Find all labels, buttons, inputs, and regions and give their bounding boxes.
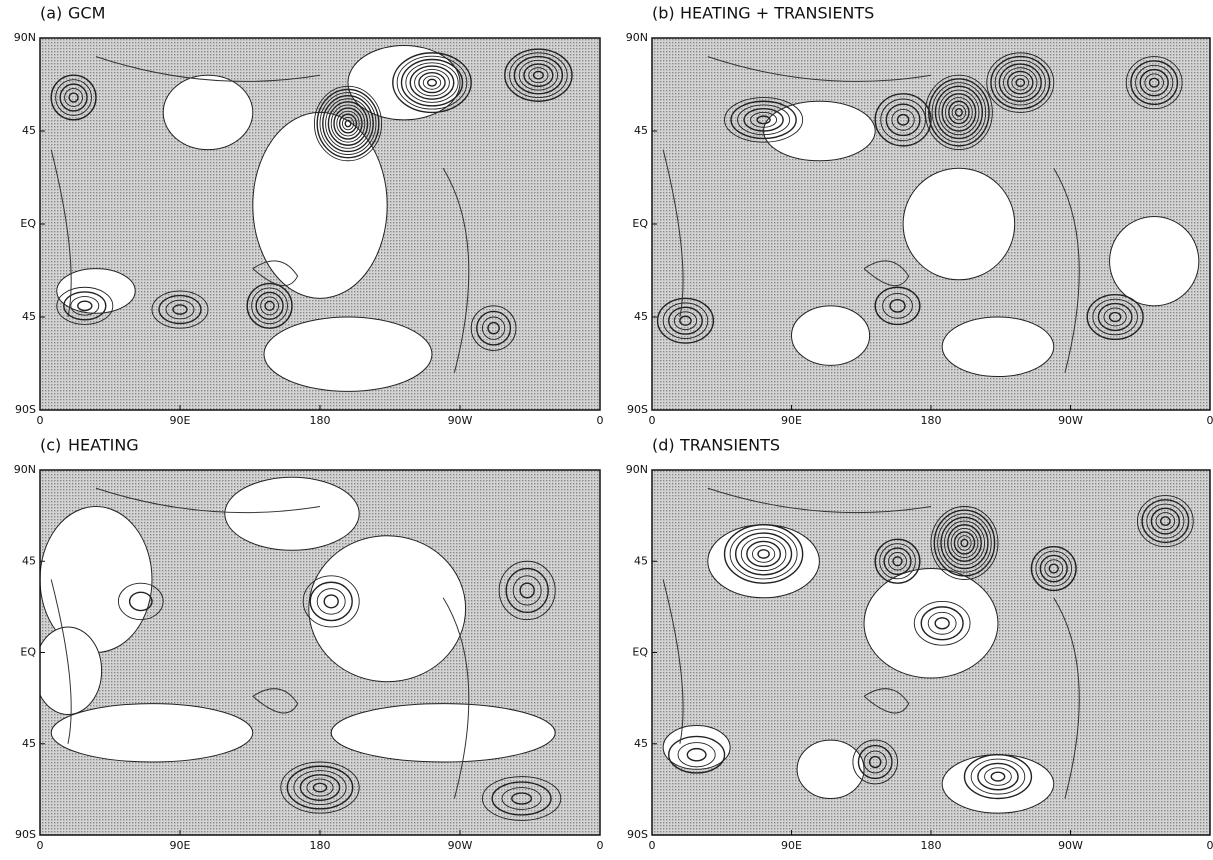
- x-tick-label: 90E: [781, 414, 802, 427]
- x-tick-label: 0: [649, 839, 656, 852]
- x-tick-label: 0: [1207, 414, 1213, 427]
- x-tick-label: 90W: [1058, 414, 1083, 427]
- y-tick-label: 45: [22, 124, 36, 137]
- unshaded-region: [253, 112, 387, 298]
- panel-label: (d): [652, 436, 675, 455]
- unshaded-region: [309, 536, 466, 682]
- x-tick-label: 0: [597, 414, 604, 427]
- x-tick-label: 180: [310, 414, 331, 427]
- x-tick-label: 90E: [781, 839, 802, 852]
- y-tick-label: 45: [22, 554, 36, 567]
- x-tick-label: 180: [921, 414, 942, 427]
- y-tick-label: 90S: [15, 828, 36, 841]
- unshaded-region: [708, 525, 820, 598]
- x-tick-label: 90E: [170, 414, 191, 427]
- unshaded-region: [663, 726, 730, 770]
- y-tick-label: 45: [22, 310, 36, 323]
- unshaded-region: [792, 306, 870, 366]
- y-tick-label: 90N: [626, 31, 648, 44]
- panel-label: (b): [652, 4, 675, 23]
- y-tick-label: 90S: [627, 403, 648, 416]
- panel-title: HEATING + TRANSIENTS: [680, 4, 874, 23]
- y-tick-label: 45: [634, 737, 648, 750]
- y-tick-label: 45: [634, 124, 648, 137]
- panel-label: (a): [40, 4, 62, 23]
- unshaded-region: [942, 317, 1054, 377]
- map-area: [40, 38, 600, 410]
- unshaded-region: [34, 627, 101, 715]
- x-tick-label: 180: [310, 839, 331, 852]
- y-tick-label: EQ: [20, 646, 36, 659]
- unshaded-region: [225, 477, 359, 550]
- x-tick-label: 0: [1207, 839, 1213, 852]
- x-tick-label: 0: [597, 839, 604, 852]
- panel-title: GCM: [68, 4, 105, 23]
- x-tick-label: 0: [37, 414, 44, 427]
- x-tick-label: 180: [921, 839, 942, 852]
- unshaded-region: [1110, 217, 1199, 306]
- x-tick-label: 90W: [448, 839, 473, 852]
- unshaded-region: [264, 317, 432, 391]
- y-tick-label: 90N: [14, 31, 36, 44]
- y-tick-label: EQ: [20, 217, 36, 230]
- panel-title: HEATING: [68, 436, 139, 455]
- y-tick-label: 90S: [627, 828, 648, 841]
- map-area: [652, 470, 1210, 835]
- y-tick-label: 45: [634, 310, 648, 323]
- x-tick-label: 90E: [170, 839, 191, 852]
- panel-title: TRANSIENTS: [679, 436, 780, 455]
- x-tick-label: 0: [649, 414, 656, 427]
- unshaded-region: [348, 45, 460, 119]
- x-tick-label: 0: [37, 839, 44, 852]
- unshaded-region: [864, 569, 998, 679]
- unshaded-region: [163, 75, 253, 149]
- y-tick-label: EQ: [632, 217, 648, 230]
- x-tick-label: 90W: [1058, 839, 1083, 852]
- y-tick-label: 90S: [15, 403, 36, 416]
- unshaded-region: [331, 704, 555, 762]
- unshaded-region: [51, 704, 253, 762]
- panel-label: (c): [40, 436, 61, 455]
- y-tick-label: EQ: [632, 646, 648, 659]
- y-tick-label: 45: [22, 737, 36, 750]
- map-area: [652, 38, 1210, 410]
- y-tick-label: 45: [634, 554, 648, 567]
- figure: (a)GCM90N45EQ4590S090E18090W0(b)HEATING …: [0, 0, 1213, 856]
- unshaded-region: [903, 168, 1015, 280]
- y-tick-label: 90N: [626, 463, 648, 476]
- x-tick-label: 90W: [448, 414, 473, 427]
- map-area: [34, 470, 600, 835]
- y-tick-label: 90N: [14, 463, 36, 476]
